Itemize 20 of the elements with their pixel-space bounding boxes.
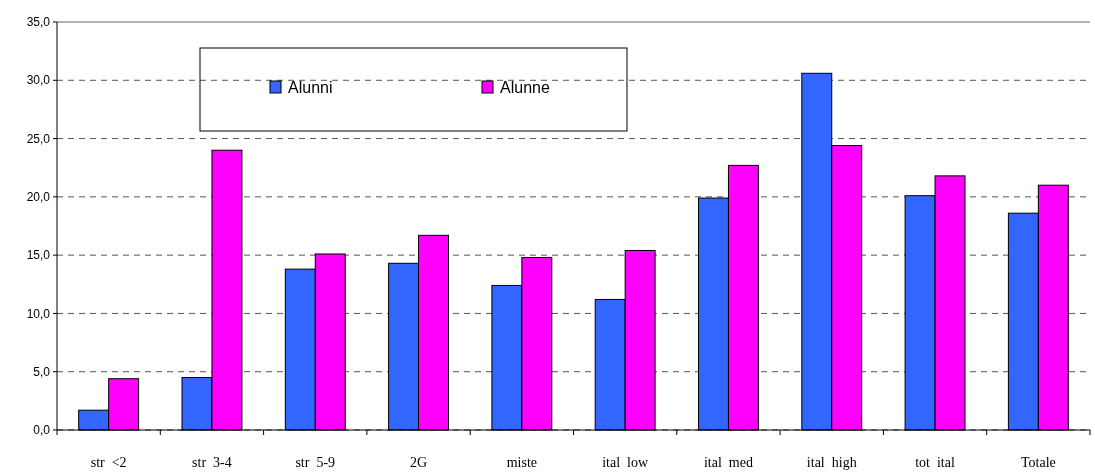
x-tick-label: miste [506,455,538,470]
y-tick-label: 20,0 [26,190,51,205]
x-tick-label: str <2 [90,455,127,470]
y-tick-label: 15,0 [26,248,51,263]
y-tick-label: 5,0 [33,364,51,379]
y-tick-label: 0,0 [33,423,51,438]
x-tick-label: Totale [1020,455,1056,470]
y-tick-label: 10,0 [26,306,51,321]
x-tick-label: 2G [409,455,428,470]
y-tick-label: 30,0 [26,73,51,88]
y-tick-label: 35,0 [26,15,51,30]
x-tick-label: ital med [703,455,753,470]
x-tick-label: str 3-4 [192,455,232,470]
legend-label: Alunni [288,78,333,96]
x-tick-label: str 5-9 [295,455,336,470]
x-tick-label: tot ital [915,455,955,470]
legend-label: Alunne [500,78,550,96]
y-tick-label: 25,0 [26,131,51,146]
x-tick-label: ital high [806,455,857,470]
x-tick-label: ital low [602,455,649,470]
